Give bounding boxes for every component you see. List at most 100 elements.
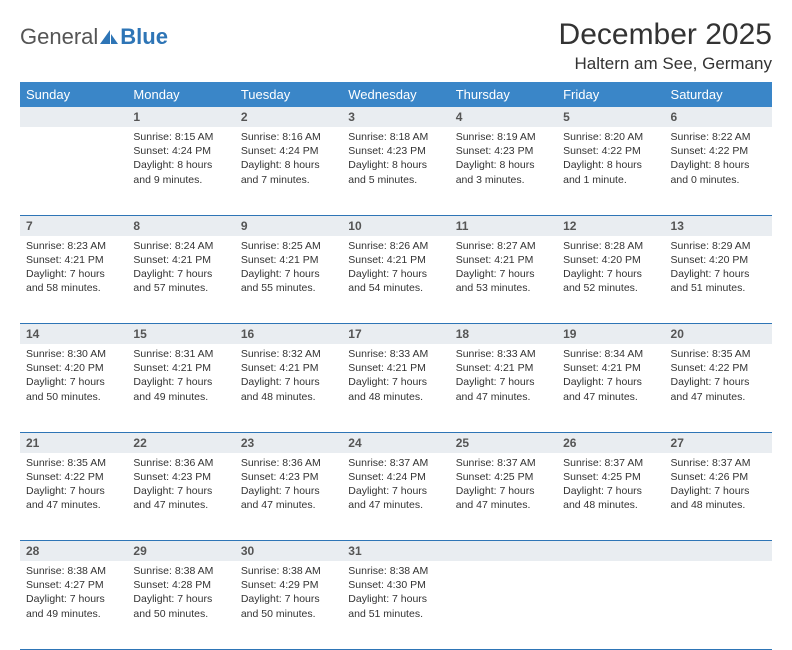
sunset-text: Sunset: 4:21 PM [456, 361, 551, 375]
day-body-cell: Sunrise: 8:26 AMSunset: 4:21 PMDaylight:… [342, 236, 449, 324]
sunrise-text: Sunrise: 8:37 AM [456, 456, 551, 470]
day-details: Sunrise: 8:35 AMSunset: 4:22 PMDaylight:… [20, 453, 127, 519]
location: Haltern am See, Germany [559, 54, 772, 74]
day-details: Sunrise: 8:37 AMSunset: 4:25 PMDaylight:… [450, 453, 557, 519]
sunrise-text: Sunrise: 8:33 AM [348, 347, 443, 361]
day-number-cell: 30 [235, 541, 342, 562]
day-body-cell: Sunrise: 8:20 AMSunset: 4:22 PMDaylight:… [557, 127, 664, 215]
month-title: December 2025 [559, 18, 772, 52]
day-body-cell: Sunrise: 8:22 AMSunset: 4:22 PMDaylight:… [665, 127, 772, 215]
day-body-cell: Sunrise: 8:36 AMSunset: 4:23 PMDaylight:… [127, 453, 234, 541]
day-body-cell: Sunrise: 8:37 AMSunset: 4:24 PMDaylight:… [342, 453, 449, 541]
day-body-cell [665, 561, 772, 649]
sunrise-text: Sunrise: 8:19 AM [456, 130, 551, 144]
day-details: Sunrise: 8:36 AMSunset: 4:23 PMDaylight:… [235, 453, 342, 519]
sunset-text: Sunset: 4:27 PM [26, 578, 121, 592]
day-body-cell [557, 561, 664, 649]
day-details: Sunrise: 8:26 AMSunset: 4:21 PMDaylight:… [342, 236, 449, 302]
daylight-text: Daylight: 7 hours and 49 minutes. [26, 592, 121, 620]
weekday-header: Sunday [20, 82, 127, 107]
sunrise-text: Sunrise: 8:36 AM [241, 456, 336, 470]
sunrise-text: Sunrise: 8:32 AM [241, 347, 336, 361]
daylight-text: Daylight: 8 hours and 9 minutes. [133, 158, 228, 186]
day-body-row: Sunrise: 8:23 AMSunset: 4:21 PMDaylight:… [20, 236, 772, 324]
sunset-text: Sunset: 4:24 PM [133, 144, 228, 158]
sunrise-text: Sunrise: 8:37 AM [671, 456, 766, 470]
day-number-cell: 28 [20, 541, 127, 562]
day-body-cell: Sunrise: 8:15 AMSunset: 4:24 PMDaylight:… [127, 127, 234, 215]
day-body-row: Sunrise: 8:15 AMSunset: 4:24 PMDaylight:… [20, 127, 772, 215]
sunset-text: Sunset: 4:24 PM [241, 144, 336, 158]
day-body-cell: Sunrise: 8:35 AMSunset: 4:22 PMDaylight:… [665, 344, 772, 432]
logo-text-general: General [20, 24, 98, 50]
daylight-text: Daylight: 8 hours and 1 minute. [563, 158, 658, 186]
sunset-text: Sunset: 4:24 PM [348, 470, 443, 484]
sunrise-text: Sunrise: 8:20 AM [563, 130, 658, 144]
day-number-cell: 15 [127, 324, 234, 345]
sunset-text: Sunset: 4:30 PM [348, 578, 443, 592]
sunset-text: Sunset: 4:22 PM [563, 144, 658, 158]
title-block: December 2025 Haltern am See, Germany [559, 18, 772, 74]
day-number-cell: 13 [665, 215, 772, 236]
day-body-cell: Sunrise: 8:24 AMSunset: 4:21 PMDaylight:… [127, 236, 234, 324]
daylight-text: Daylight: 7 hours and 50 minutes. [26, 375, 121, 403]
daylight-text: Daylight: 7 hours and 50 minutes. [241, 592, 336, 620]
day-number-cell: 29 [127, 541, 234, 562]
daylight-text: Daylight: 7 hours and 47 minutes. [133, 484, 228, 512]
day-body-cell: Sunrise: 8:35 AMSunset: 4:22 PMDaylight:… [20, 453, 127, 541]
day-details: Sunrise: 8:30 AMSunset: 4:20 PMDaylight:… [20, 344, 127, 410]
sunset-text: Sunset: 4:21 PM [133, 253, 228, 267]
day-details: Sunrise: 8:24 AMSunset: 4:21 PMDaylight:… [127, 236, 234, 302]
sunrise-text: Sunrise: 8:38 AM [348, 564, 443, 578]
day-details: Sunrise: 8:37 AMSunset: 4:24 PMDaylight:… [342, 453, 449, 519]
day-body-cell: Sunrise: 8:29 AMSunset: 4:20 PMDaylight:… [665, 236, 772, 324]
sunrise-text: Sunrise: 8:38 AM [26, 564, 121, 578]
sunset-text: Sunset: 4:22 PM [26, 470, 121, 484]
sunrise-text: Sunrise: 8:22 AM [671, 130, 766, 144]
day-number-cell: 20 [665, 324, 772, 345]
sunset-text: Sunset: 4:29 PM [241, 578, 336, 592]
day-body-cell: Sunrise: 8:23 AMSunset: 4:21 PMDaylight:… [20, 236, 127, 324]
sunrise-text: Sunrise: 8:23 AM [26, 239, 121, 253]
weekday-header: Monday [127, 82, 234, 107]
sunrise-text: Sunrise: 8:38 AM [241, 564, 336, 578]
sunset-text: Sunset: 4:23 PM [133, 470, 228, 484]
day-number-cell: 23 [235, 432, 342, 453]
day-number-cell: 3 [342, 107, 449, 127]
day-details: Sunrise: 8:37 AMSunset: 4:26 PMDaylight:… [665, 453, 772, 519]
daylight-text: Daylight: 7 hours and 47 minutes. [563, 375, 658, 403]
header: General Blue December 2025 Haltern am Se… [20, 18, 772, 74]
sunset-text: Sunset: 4:23 PM [241, 470, 336, 484]
day-details: Sunrise: 8:38 AMSunset: 4:30 PMDaylight:… [342, 561, 449, 627]
sunrise-text: Sunrise: 8:24 AM [133, 239, 228, 253]
sunset-text: Sunset: 4:22 PM [671, 144, 766, 158]
day-number-cell: 21 [20, 432, 127, 453]
day-body-cell: Sunrise: 8:37 AMSunset: 4:25 PMDaylight:… [557, 453, 664, 541]
sunrise-text: Sunrise: 8:28 AM [563, 239, 658, 253]
daylight-text: Daylight: 7 hours and 48 minutes. [241, 375, 336, 403]
sunrise-text: Sunrise: 8:30 AM [26, 347, 121, 361]
sunrise-text: Sunrise: 8:26 AM [348, 239, 443, 253]
day-details: Sunrise: 8:27 AMSunset: 4:21 PMDaylight:… [450, 236, 557, 302]
day-details: Sunrise: 8:18 AMSunset: 4:23 PMDaylight:… [342, 127, 449, 193]
day-body-cell: Sunrise: 8:34 AMSunset: 4:21 PMDaylight:… [557, 344, 664, 432]
sunrise-text: Sunrise: 8:35 AM [671, 347, 766, 361]
day-body-cell: Sunrise: 8:33 AMSunset: 4:21 PMDaylight:… [450, 344, 557, 432]
daylight-text: Daylight: 7 hours and 57 minutes. [133, 267, 228, 295]
sunset-text: Sunset: 4:21 PM [456, 253, 551, 267]
day-number-cell: 8 [127, 215, 234, 236]
day-body-cell: Sunrise: 8:38 AMSunset: 4:29 PMDaylight:… [235, 561, 342, 649]
day-body-cell: Sunrise: 8:32 AMSunset: 4:21 PMDaylight:… [235, 344, 342, 432]
day-details: Sunrise: 8:38 AMSunset: 4:27 PMDaylight:… [20, 561, 127, 627]
day-body-cell: Sunrise: 8:16 AMSunset: 4:24 PMDaylight:… [235, 127, 342, 215]
day-number-cell: 16 [235, 324, 342, 345]
day-details: Sunrise: 8:33 AMSunset: 4:21 PMDaylight:… [450, 344, 557, 410]
sunrise-text: Sunrise: 8:35 AM [26, 456, 121, 470]
day-body-cell: Sunrise: 8:38 AMSunset: 4:28 PMDaylight:… [127, 561, 234, 649]
daylight-text: Daylight: 7 hours and 48 minutes. [671, 484, 766, 512]
daylight-text: Daylight: 7 hours and 47 minutes. [671, 375, 766, 403]
day-details: Sunrise: 8:33 AMSunset: 4:21 PMDaylight:… [342, 344, 449, 410]
sunset-text: Sunset: 4:20 PM [671, 253, 766, 267]
day-number-row: 14151617181920 [20, 324, 772, 345]
sunrise-text: Sunrise: 8:16 AM [241, 130, 336, 144]
